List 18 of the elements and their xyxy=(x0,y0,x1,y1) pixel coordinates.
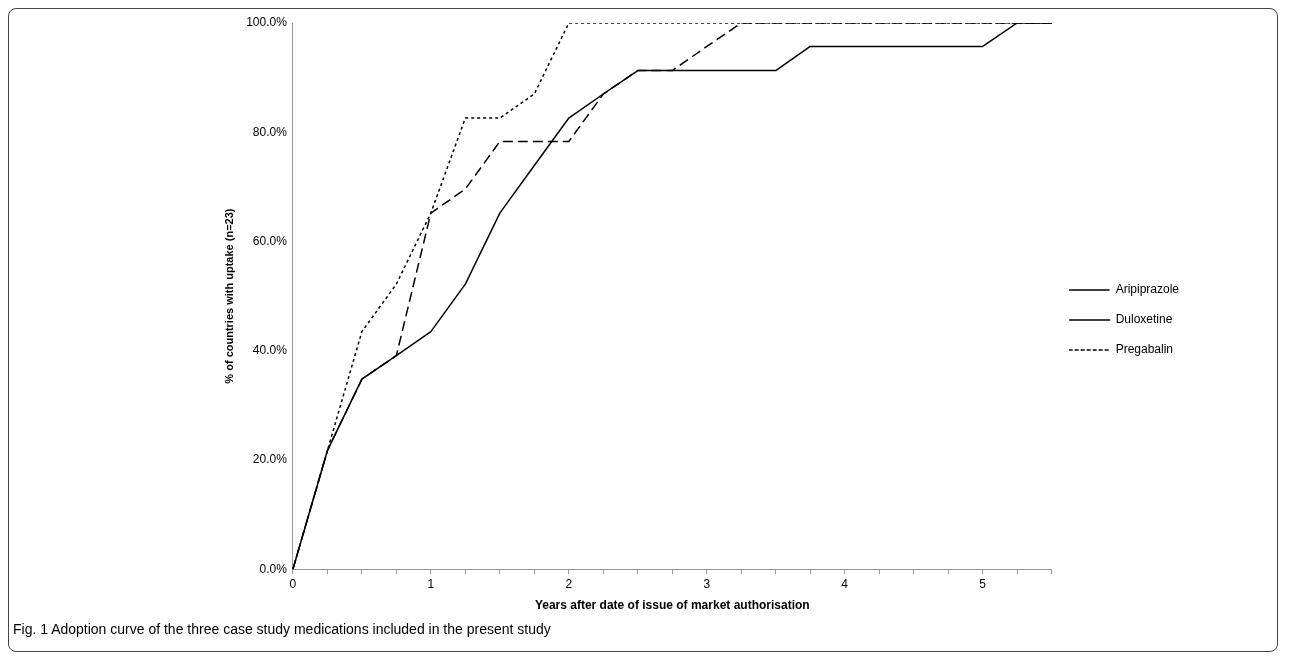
x-tick-label: 0 xyxy=(289,576,297,591)
y-tick-label: 20.0% xyxy=(252,452,288,467)
caption: Fig. 1 Adoption curve of the three case study medications included in the present study xyxy=(12,621,552,637)
x-tick-label: 1 xyxy=(427,576,435,591)
y-tick-label: 100.0% xyxy=(246,15,288,30)
y-tick-label: 0.0% xyxy=(259,561,288,576)
legend-label: Aripiprazole xyxy=(1115,282,1180,297)
x-tick-label: 2 xyxy=(565,576,573,591)
legend-label: Duloxetine xyxy=(1115,312,1173,327)
x-tick-label: 5 xyxy=(979,576,987,591)
x-tick-label: 3 xyxy=(703,576,711,591)
x-tick-label: 4 xyxy=(841,576,849,591)
legend-label: Pregabalin xyxy=(1115,342,1174,357)
y-tick-label: 60.0% xyxy=(252,233,288,248)
x-axis-title: Years after date of issue of market authorisation xyxy=(534,598,810,613)
y-tick-label: 40.0% xyxy=(252,343,288,358)
y-axis-title: % of countries with uptake (n=23) xyxy=(222,208,235,384)
y-tick-label: 80.0% xyxy=(252,124,288,139)
